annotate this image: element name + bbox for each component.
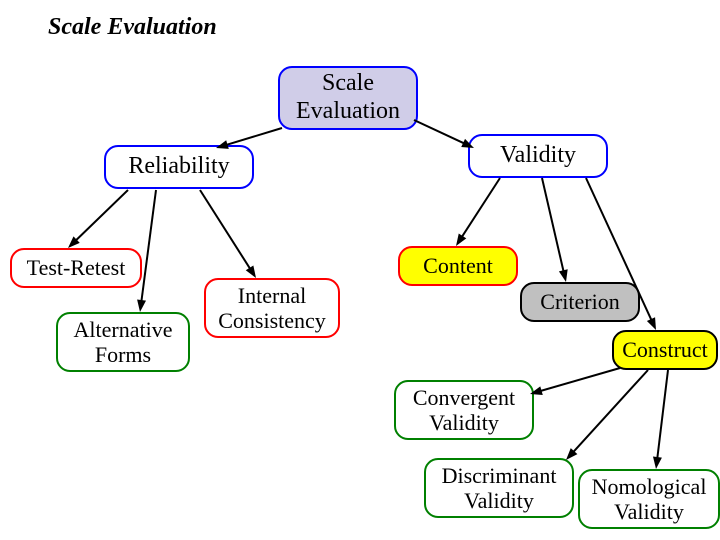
node-discriminant-validity: DiscriminantValidity: [424, 458, 574, 518]
node-alternative-forms: AlternativeForms: [56, 312, 190, 372]
node-label: Test-Retest: [27, 255, 126, 280]
node-label: Content: [423, 253, 493, 278]
node-label: InternalConsistency: [218, 283, 326, 334]
node-label: NomologicalValidity: [592, 474, 707, 525]
node-label: Reliability: [128, 153, 229, 181]
construct-to-convergent: [530, 368, 620, 395]
node-content: Content: [398, 246, 518, 286]
node-convergent-validity: ConvergentValidity: [394, 380, 534, 440]
node-criterion: Criterion: [520, 282, 640, 322]
page-title: Scale Evaluation: [48, 14, 217, 41]
node-label: Validity: [500, 142, 576, 170]
construct-to-discriminant: [566, 370, 648, 460]
scale-to-validity: [414, 120, 474, 148]
validity-to-content: [456, 178, 500, 246]
node-internal-consistency: InternalConsistency: [204, 278, 340, 338]
node-reliability: Reliability: [104, 145, 254, 189]
validity-to-criterion: [542, 178, 568, 282]
node-label: ConvergentValidity: [413, 385, 515, 436]
reliability-to-altforms: [137, 190, 156, 312]
node-test-retest: Test-Retest: [10, 248, 142, 288]
reliability-to-internal: [200, 190, 256, 278]
node-label: AlternativeForms: [74, 317, 173, 368]
construct-to-nomological: [653, 370, 668, 469]
node-scale-evaluation: ScaleEvaluation: [278, 66, 418, 130]
node-construct: Construct: [612, 330, 718, 370]
node-label: ScaleEvaluation: [296, 70, 400, 125]
node-label: Criterion: [540, 289, 619, 314]
node-validity: Validity: [468, 134, 608, 178]
node-label: Construct: [622, 337, 708, 362]
node-label: DiscriminantValidity: [442, 463, 557, 514]
reliability-to-testretest: [68, 190, 128, 248]
node-nomological-validity: NomologicalValidity: [578, 469, 720, 529]
